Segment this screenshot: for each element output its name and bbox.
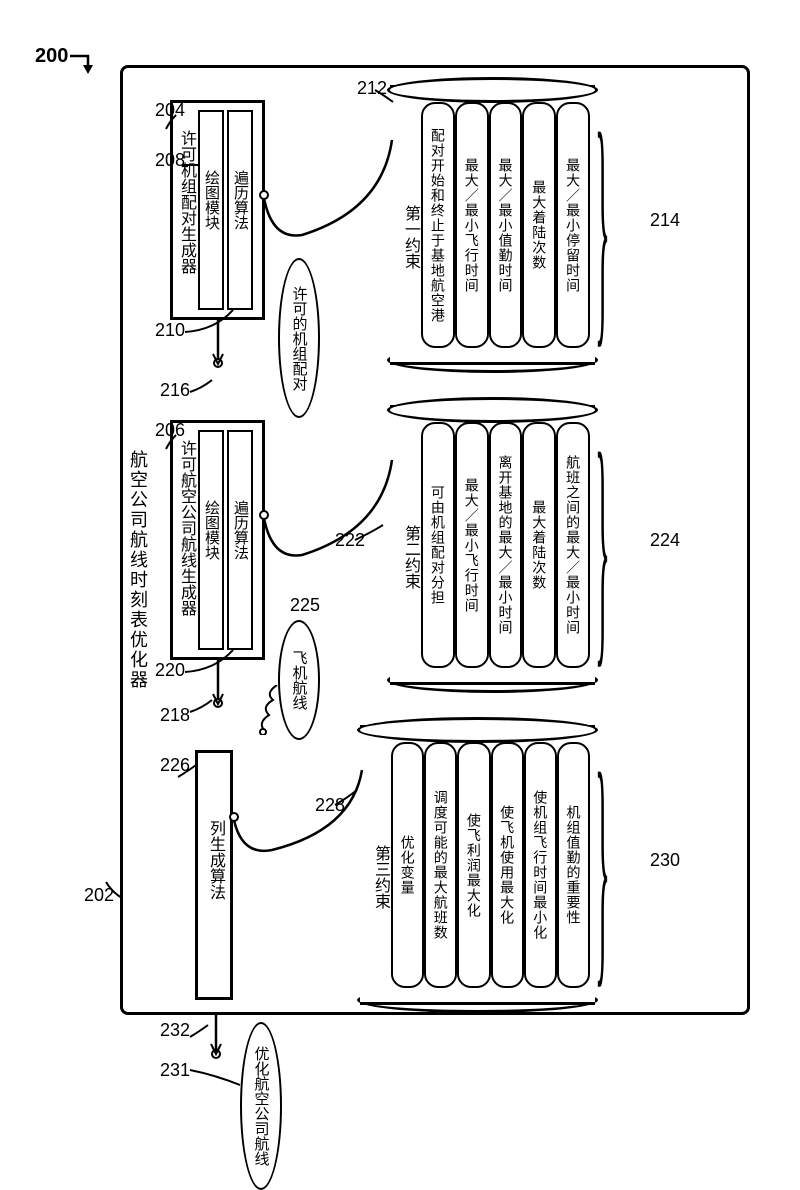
ref-222: 222 [335, 530, 365, 551]
ref-232-leader [190, 1025, 210, 1040]
system-output-arrow [206, 1012, 226, 1067]
ref-226: 226 [160, 755, 190, 776]
db1-item-0: 配对开始和终止于基地航空港 [421, 102, 455, 348]
bubble2-squiggle [255, 685, 280, 735]
ref-212: 212 [357, 78, 387, 99]
crew-pairing-output-bubble: 许可的机组配对 [278, 258, 320, 418]
ref-231-leader [190, 1065, 245, 1090]
db2-title: 第二约束 [398, 525, 422, 589]
db3-item-5: 机组值勤的重要性 [557, 742, 590, 988]
bubble1-label: 许可的机组配对 [289, 286, 310, 391]
gen1-mod2-label: 遍历算法 [230, 170, 251, 230]
bubble2-label: 飞机航线 [289, 650, 310, 710]
db1-item-3: 最大着陆次数 [522, 102, 556, 348]
ref-216: 216 [160, 380, 190, 401]
db2-item-0: 可由机组配对分担 [421, 422, 455, 668]
output-label: 优化航空公司航线 [251, 1046, 272, 1166]
ref-218: 218 [160, 705, 190, 726]
db3-item-2: 使飞利润最大化 [457, 742, 490, 988]
figure-number-arrow [70, 50, 100, 80]
db3-item-3: 使飞机使用最大化 [491, 742, 524, 988]
db1-item-4: 最大／最小停留时间 [556, 102, 590, 348]
ref-224: 224 [650, 530, 680, 551]
ref-220: 220 [155, 660, 185, 681]
optimized-route-bubble: 优化航空公司航线 [240, 1022, 282, 1190]
aircraft-route-bubble: 飞机航线 [278, 620, 320, 740]
db3-item-0: 优化变量 [391, 742, 424, 988]
constraint-db-3: 第三约束 优化变量 调度可能的最大航班数 使飞利润最大化 使飞机使用最大化 使机… [360, 725, 595, 1005]
ref-231: 231 [160, 1060, 190, 1081]
ref-225: 225 [290, 595, 320, 616]
colgen-label: 列生成算法 [203, 820, 227, 900]
db1-item-1: 最大／最小飞行时间 [455, 102, 489, 348]
ref-202: 202 [84, 885, 114, 906]
db2-item-4: 航班之间的最大／最小时间 [556, 422, 590, 668]
gen2-mod1-label: 绘图模块 [201, 500, 222, 560]
db2-item-2: 离开基地的最大／最小时间 [489, 422, 523, 668]
db3-title: 第三约束 [368, 845, 392, 909]
ref-214: 214 [650, 210, 680, 231]
ref-230: 230 [650, 850, 680, 871]
gen2-mod2-label: 遍历算法 [230, 500, 251, 560]
ref-204: 204 [155, 100, 185, 121]
gen1-mod1-label: 绘图模块 [201, 170, 222, 230]
db2-item-3: 最大着陆次数 [522, 422, 556, 668]
ref-206: 206 [155, 420, 185, 441]
db1-title: 第一约束 [398, 205, 422, 269]
ref-228: 228 [315, 795, 345, 816]
db3-item-1: 调度可能的最大航班数 [424, 742, 457, 988]
constraint-db-1: 第一约束 配对开始和终止于基地航空港 最大／最小飞行时间 最大／最小值勤时间 最… [390, 85, 595, 365]
gen2-title: 许可航空公司航线生成器 [174, 440, 198, 616]
db1-item-2: 最大／最小值勤时间 [489, 102, 523, 348]
ref-232: 232 [160, 1020, 190, 1041]
constraint-db-2: 第二约束 可由机组配对分担 最大／最小飞行时间 离开基地的最大／最小时间 最大着… [390, 405, 595, 685]
db3-item-4: 使机组飞行时间最小化 [524, 742, 557, 988]
ref-210: 210 [155, 320, 185, 341]
db2-item-1: 最大／最小飞行时间 [455, 422, 489, 668]
main-title: 航空公司航线时刻表优化器 [125, 450, 151, 690]
ref-208: 208 [155, 150, 185, 171]
figure-number: 200 [35, 45, 68, 68]
